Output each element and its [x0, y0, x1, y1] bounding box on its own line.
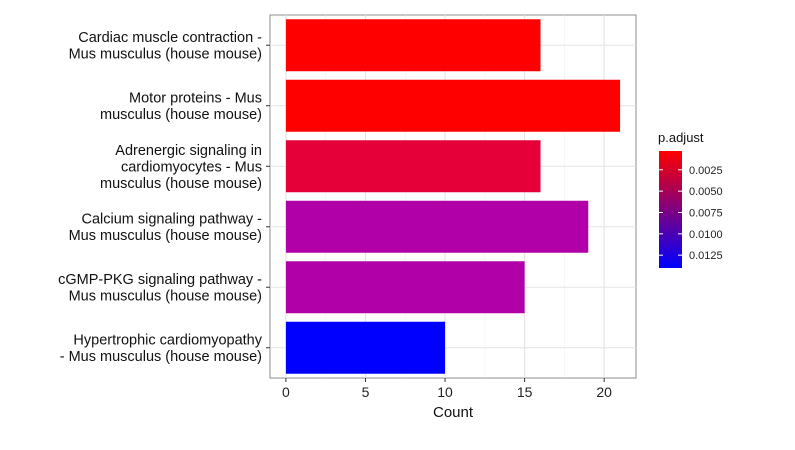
x-tick-label: 20 [596, 384, 612, 400]
legend-ticks: 0.0025 0.0050 0.0075 0.0100 0.0125 [659, 165, 723, 262]
category-label: musculus (house mouse) [100, 107, 262, 123]
legend-tick-label: 0.0075 [689, 207, 723, 219]
x-tick-label: 0 [282, 384, 290, 400]
category-label: Motor proteins - Mus [129, 91, 262, 107]
bars [285, 19, 621, 374]
category-label: cardiomyocytes - Mus [121, 159, 262, 175]
bar [285, 261, 525, 314]
legend-colorbar [659, 151, 682, 268]
legend-tick-label: 0.0025 [689, 165, 723, 177]
x-tick-label: 10 [437, 384, 453, 400]
category-label: Cardiac muscle contraction - [78, 30, 262, 46]
legend-tick-label: 0.0100 [689, 229, 723, 241]
legend: p.adjust 0.0025 0.0050 0.0075 0.0100 0.0125 [658, 130, 723, 268]
category-label: musculus (house mouse) [100, 176, 262, 192]
bar [285, 79, 621, 132]
category-label: - Mus musculus (house mouse) [60, 349, 262, 365]
category-labels: Cardiac muscle contraction -Mus musculus… [58, 30, 270, 365]
legend-title: p.adjust [658, 130, 704, 145]
category-label: Calcium signaling pathway - [81, 212, 262, 228]
bar [285, 321, 446, 374]
category-label: Mus musculus (house mouse) [69, 289, 262, 305]
category-label: cGMP-PKG signaling pathway - [58, 272, 262, 288]
category-label: Mus musculus (house mouse) [69, 47, 262, 63]
bar [285, 200, 589, 253]
legend-tick-label: 0.0050 [689, 186, 723, 198]
bar [285, 19, 541, 72]
legend-tick-label: 0.0125 [689, 250, 723, 262]
x-tick-label: 15 [517, 384, 533, 400]
category-label: Hypertrophic cardiomyopathy [73, 333, 262, 349]
category-label: Adrenergic signaling in [115, 143, 262, 159]
x-tick-label: 5 [362, 384, 370, 400]
panel-background [269, 14, 637, 379]
x-axis-title: Count [433, 404, 474, 421]
bar [285, 140, 541, 193]
category-label: Mus musculus (house mouse) [69, 228, 262, 244]
x-axis-ticks: 0 5 10 15 20 [282, 378, 612, 400]
